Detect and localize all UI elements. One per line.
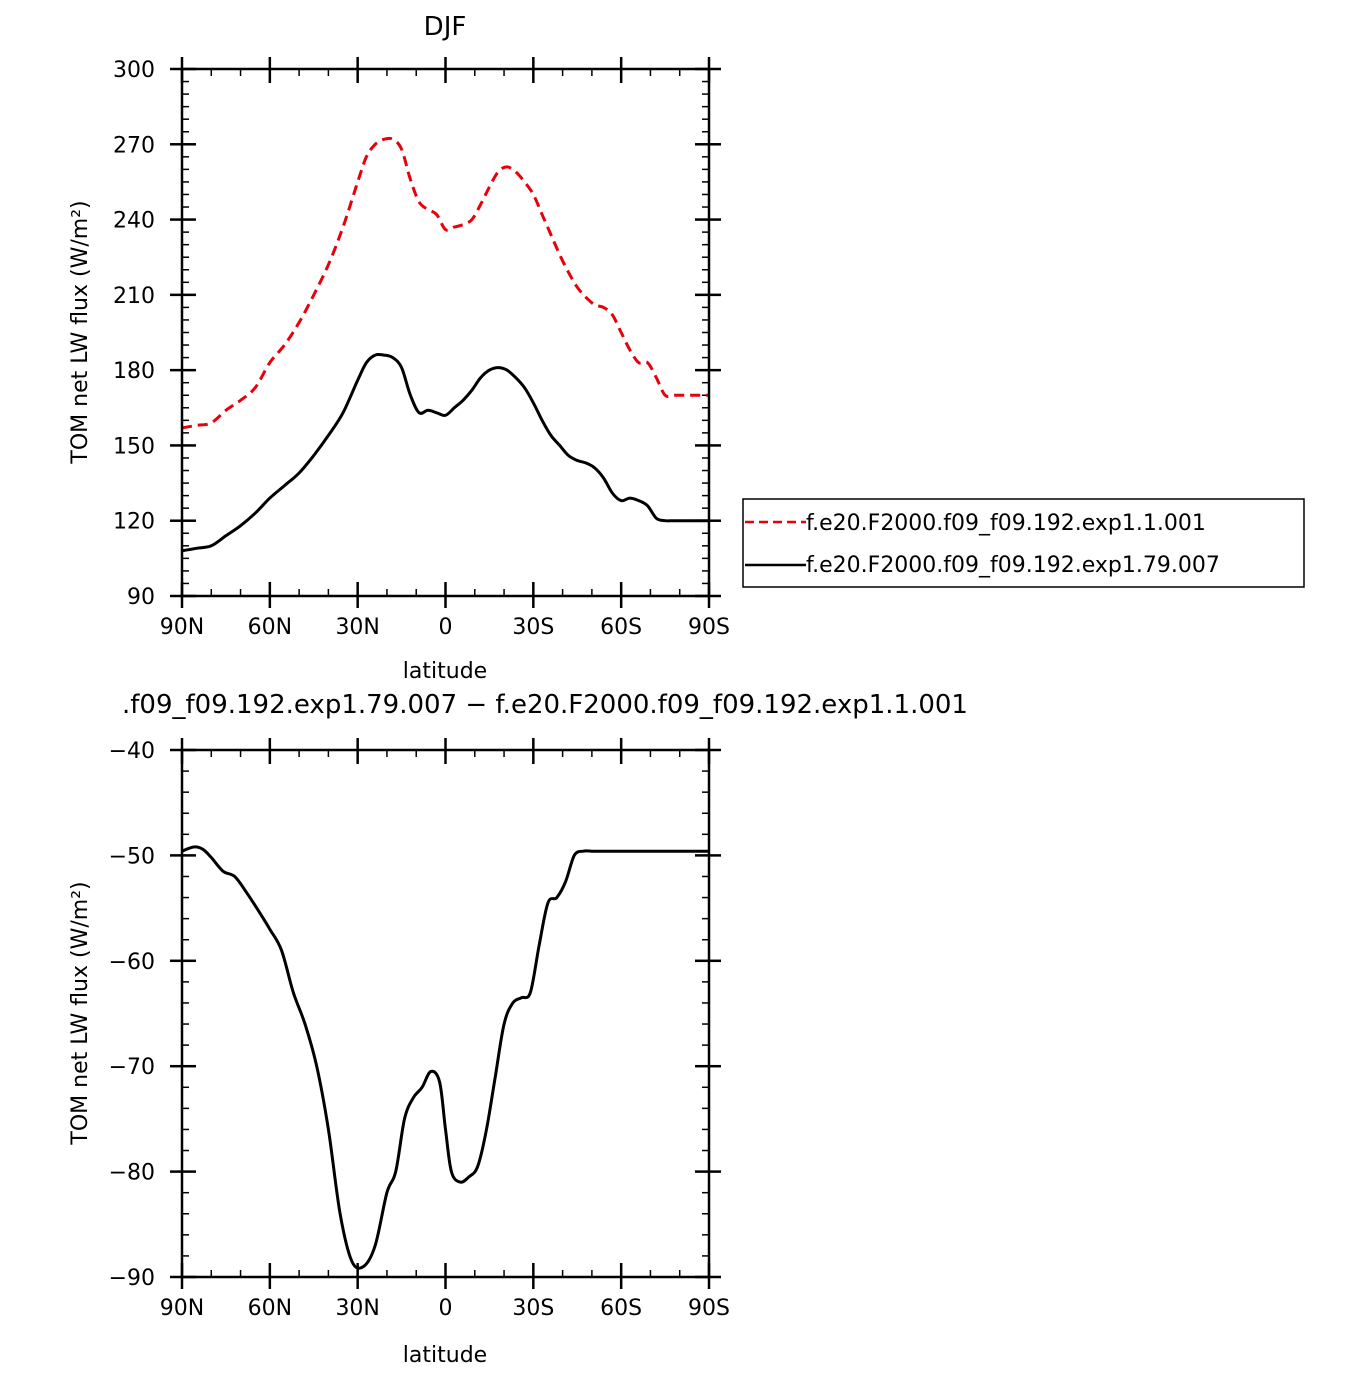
y-tick-label: 180	[113, 359, 155, 384]
bottom-y-axis-label: TOM net LW flux (W/m²)	[68, 881, 93, 1145]
x-tick-label: 30N	[335, 615, 379, 640]
legend-label-exp1-79-007: f.e20.F2000.f09_f09.192.exp1.79.007	[806, 553, 1220, 578]
y-tick-label: 300	[113, 58, 155, 83]
y-tick-label: −40	[109, 739, 155, 764]
legend-label-exp1-1-001: f.e20.F2000.f09_f09.192.exp1.1.001	[806, 511, 1206, 536]
legend: f.e20.F2000.f09_f09.192.exp1.1.001 f.e20…	[742, 498, 1305, 588]
legend-box	[742, 498, 1305, 588]
y-tick-label: 210	[113, 284, 155, 309]
series-line-0-0	[181, 136, 709, 430]
y-tick-label: 270	[113, 133, 155, 158]
x-tick-label: 60N	[248, 1296, 292, 1321]
y-tick-label: −90	[109, 1266, 155, 1291]
top-y-axis-label: TOM net LW flux (W/m²)	[68, 200, 93, 464]
y-tick-label: −50	[109, 844, 155, 869]
top-x-axis-label: latitude	[403, 659, 487, 684]
series-line-1-0	[181, 845, 709, 1270]
x-tick-label: 90S	[688, 1296, 730, 1321]
x-tick-label: 90N	[160, 615, 204, 640]
top-plot-frame	[180, 67, 711, 598]
y-tick-label: −60	[109, 950, 155, 975]
y-tick-label: 120	[113, 510, 155, 535]
bottom-plot-frame	[180, 748, 711, 1279]
bottom-panel: .f09_f09.192.exp1.79.007 − f.e20.F2000.f…	[68, 690, 968, 1368]
y-tick-label: 240	[113, 209, 155, 234]
y-tick-label: −80	[109, 1161, 155, 1186]
y-tick-label: −70	[109, 1055, 155, 1080]
x-tick-label: 90S	[688, 615, 730, 640]
x-tick-label: 30S	[512, 615, 554, 640]
x-tick-label: 90N	[160, 1296, 204, 1321]
x-tick-label: 30N	[335, 1296, 379, 1321]
bottom-x-axis-label: latitude	[403, 1343, 487, 1368]
x-tick-label: 0	[439, 1296, 453, 1321]
series-line-0-1	[181, 352, 709, 553]
x-tick-label: 30S	[512, 1296, 554, 1321]
x-tick-label: 60N	[248, 615, 292, 640]
x-tick-label: 0	[439, 615, 453, 640]
top-panel: DJF 90N 60N 30N 0 30S 60S 90S 90 120 150 180 210 240…	[68, 12, 1305, 684]
x-tick-label: 60S	[600, 1296, 642, 1321]
bottom-panel-title: .f09_f09.192.exp1.79.007 − f.e20.F2000.f…	[122, 690, 968, 720]
x-tick-label: 60S	[600, 615, 642, 640]
top-panel-title: DJF	[424, 12, 467, 42]
y-tick-label: 150	[113, 434, 155, 459]
y-tick-label: 90	[127, 585, 155, 610]
